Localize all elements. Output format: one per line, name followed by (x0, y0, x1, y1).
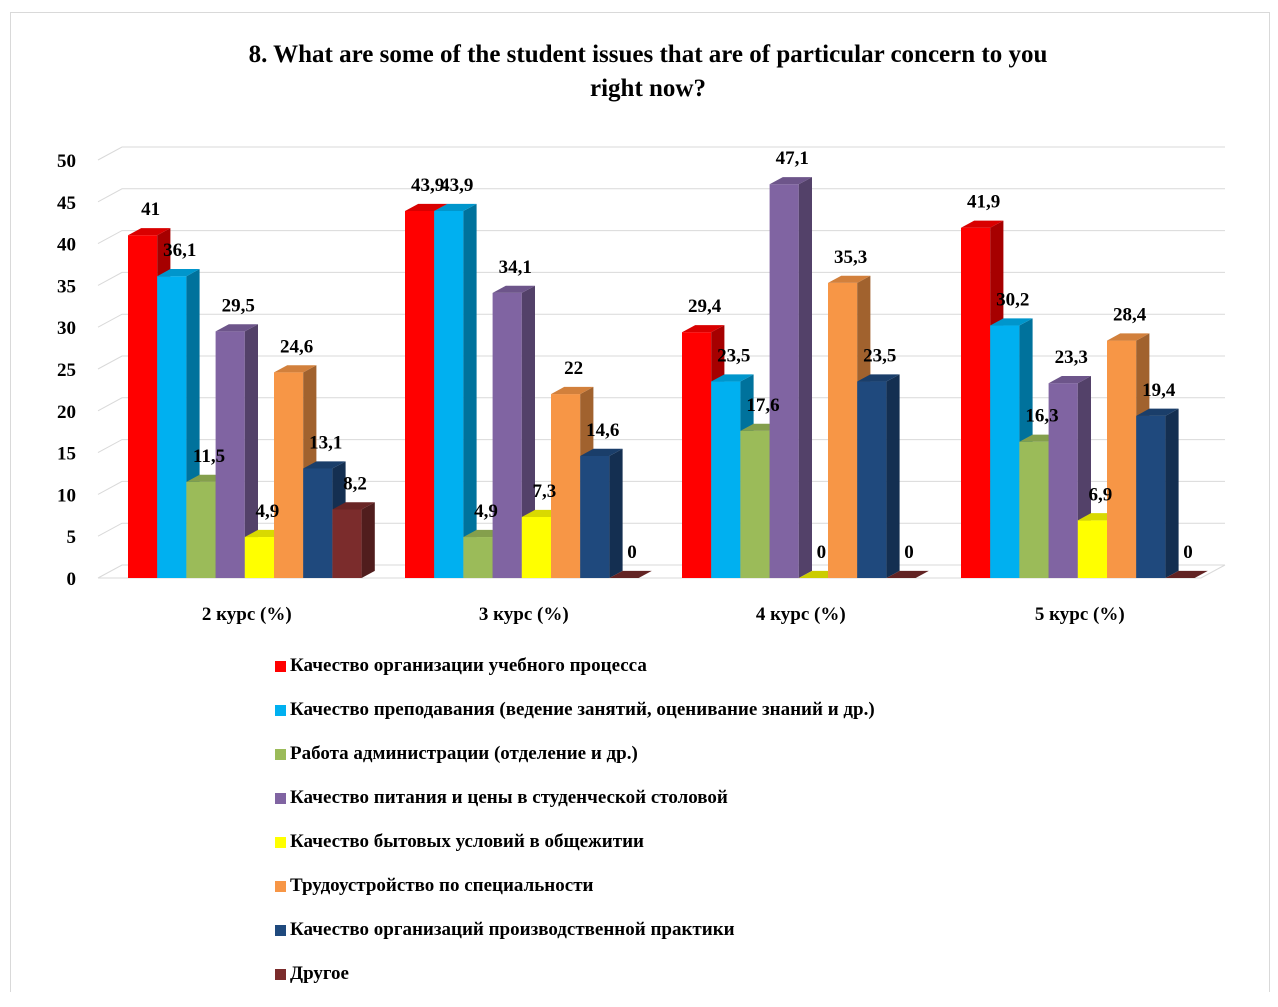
legend: Качество организации учебного процесса Ка… (275, 655, 1175, 1007)
data-label: 23,5 (717, 346, 750, 367)
data-label: 24,6 (280, 336, 313, 357)
data-label: 4,9 (474, 501, 498, 522)
legend-label: Другое (290, 963, 349, 984)
x-category-label: 5 курс (%) (1035, 604, 1125, 625)
data-label: 35,3 (834, 247, 867, 268)
y-tick-label: 35 (57, 276, 76, 297)
legend-label: Качество питания и цены в студенческой с… (290, 787, 728, 808)
data-label: 43,9 (411, 175, 444, 196)
gridline (97, 313, 1225, 328)
data-label: 6,9 (1089, 484, 1113, 505)
y-tick-label: 30 (57, 318, 76, 339)
data-label: 29,4 (688, 296, 722, 317)
y-tick-label: 45 (57, 193, 76, 214)
legend-swatch (275, 968, 286, 980)
data-label: 29,5 (222, 295, 255, 316)
legend-label: Работа администрации (отделение и др.) (290, 743, 638, 764)
gridline (97, 230, 1225, 245)
gridline (97, 271, 1225, 286)
legend-item: Качество питания и цены в студенческой с… (275, 787, 1175, 809)
data-label: 28,4 (1113, 305, 1147, 326)
chart-title-line-2: right now? (590, 75, 706, 102)
data-label: 0 (817, 542, 827, 563)
data-label: 13,1 (309, 432, 342, 453)
data-label: 17,6 (746, 395, 779, 416)
bar (580, 448, 623, 578)
data-label: 0 (627, 542, 637, 563)
legend-item: Качество бытовых условий в общежитии (275, 831, 1175, 853)
y-tick-label: 15 (57, 444, 76, 465)
legend-swatch (275, 836, 286, 848)
legend-item: Качество организаций производственной пр… (275, 919, 1175, 941)
data-label: 43,9 (440, 175, 473, 196)
data-label: 36,1 (163, 240, 196, 261)
legend-item: Работа администрации (отделение и др.) (275, 743, 1175, 765)
data-label: 8,2 (343, 473, 367, 494)
data-label: 23,5 (863, 346, 896, 367)
y-tick-label: 40 (57, 235, 76, 256)
x-axis: 2 курс (%) 3 курс (%) 4 курс (%) 5 курс (%) (202, 604, 1125, 625)
legend-label: Качество организации учебного процесса (290, 655, 647, 676)
bar (1165, 570, 1208, 578)
data-label: 0 (904, 542, 914, 563)
bar (492, 285, 535, 578)
y-tick-label: 50 (57, 151, 76, 172)
y-tick-label: 0 (67, 569, 77, 590)
x-category-label: 4 курс (%) (756, 604, 846, 625)
data-label: 22 (564, 358, 583, 379)
legend-label: Качество бытовых условий в общежитии (290, 831, 644, 852)
bar (857, 374, 900, 578)
data-label: 14,6 (586, 420, 619, 441)
legend-item: Качество организации учебного процесса (275, 655, 1175, 677)
chart-title-line-1: 8. What are some of the student issues t… (249, 41, 1048, 68)
data-label: 7,3 (533, 481, 557, 502)
data-label: 11,5 (193, 446, 225, 467)
legend-label: Качество преподавания (ведение занятий, … (290, 699, 875, 720)
data-label: 4,9 (256, 501, 280, 522)
data-label: 23,3 (1055, 347, 1088, 368)
y-tick-label: 25 (57, 360, 76, 381)
legend-swatch (275, 880, 286, 892)
bar (769, 177, 812, 578)
x-category-label: 3 курс (%) (479, 604, 569, 625)
legend-swatch (275, 660, 286, 672)
bar (886, 570, 929, 578)
legend-label: Трудоустройство по специальности (290, 875, 594, 896)
bar (434, 203, 477, 578)
bar (332, 502, 375, 578)
bar (215, 324, 258, 578)
bar (1136, 408, 1179, 578)
data-label: 41 (141, 199, 160, 220)
legend-swatch (275, 748, 286, 760)
legend-swatch (275, 924, 286, 936)
gridline (97, 188, 1225, 203)
data-label: 34,1 (499, 257, 532, 278)
data-label: 41,9 (967, 192, 1000, 213)
legend-item: Трудоустройство по специальности (275, 875, 1175, 897)
data-label: 30,2 (996, 290, 1029, 311)
y-tick-label: 10 (57, 485, 76, 506)
y-axis: 0 5 10 15 20 25 30 35 40 45 50 (57, 151, 76, 590)
legend-item: Качество преподавания (ведение занятий, … (275, 699, 1175, 721)
bars (128, 177, 1208, 579)
data-label: 19,4 (1142, 380, 1176, 401)
x-category-label: 2 курс (%) (202, 604, 292, 625)
data-label: 47,1 (776, 148, 809, 169)
bar (609, 570, 652, 578)
y-tick-label: 5 (67, 527, 77, 548)
data-label: 16,3 (1025, 406, 1058, 427)
legend-swatch (275, 704, 286, 716)
legend-label: Качество организаций производственной пр… (290, 919, 735, 940)
bar (1107, 333, 1150, 578)
gridline (97, 146, 1225, 161)
y-tick-label: 20 (57, 402, 76, 423)
legend-item: Другое (275, 963, 1175, 985)
legend-swatch (275, 792, 286, 804)
data-label: 0 (1183, 542, 1193, 563)
